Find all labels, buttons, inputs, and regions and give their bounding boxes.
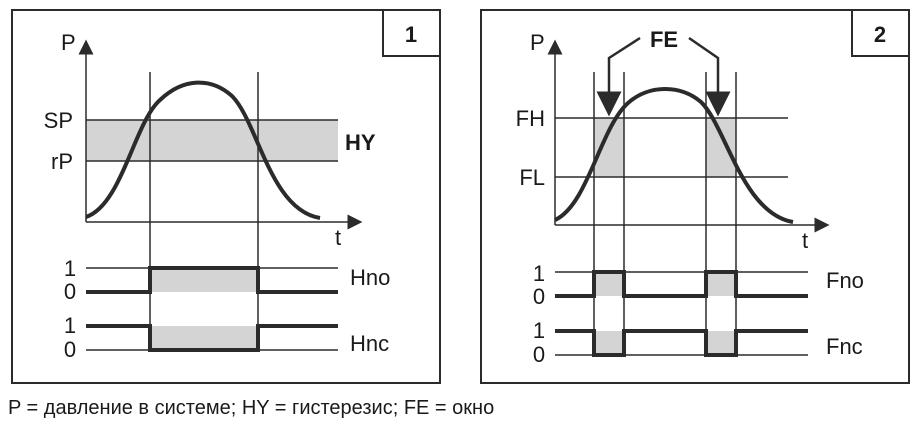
hno-fill [150,268,258,292]
pressure-curve-2 [554,87,794,224]
hno-high-level: 1 [64,256,76,281]
x-axis-label-2: t [802,228,808,253]
hnc-high-level: 1 [64,313,76,338]
hnc-low-level: 0 [64,337,76,362]
fl-label: FL [519,165,545,190]
fnc-fill-1 [594,331,624,355]
fnc-signal [555,329,808,357]
panel-1-number: 1 [405,22,417,47]
fno-fill-1 [594,272,624,296]
hno-low-level: 0 [64,279,76,304]
fno-high-level: 1 [533,261,545,286]
pressure-curve [85,80,321,220]
sp-label: SP [44,108,73,133]
caption: P = давление в системе; HY = гистерезис;… [8,397,495,419]
hnc-signal [86,324,338,352]
hnc-fill [150,326,258,350]
panel-1-number-box [382,9,441,57]
fno-fill-2 [706,272,736,296]
y-axis-label: P [61,30,76,55]
fnc-label: Fnc [826,334,863,359]
y-axis-label-2: P [530,30,545,55]
fnc-fill-2 [706,331,736,355]
rp-label: rP [51,149,73,174]
panel-2: 2 FE P t FH FL 1 0 Fno [480,9,910,384]
hy-label: HY [345,130,376,155]
hy-band [86,120,338,161]
fno-signal [555,270,808,298]
panel-1: 1 P t SP rP HY 1 0 Hno 1 0 Hnc [11,9,441,384]
fnc-high-level: 1 [533,318,545,343]
fno-low-level: 0 [533,284,545,309]
panel-1-frame [11,9,441,384]
panel-2-number-box [851,9,910,57]
fh-label: FH [516,106,545,131]
x-axis-label: t [335,225,341,250]
fe-arrow-left [596,36,641,117]
fe-label: FE [650,27,678,52]
hnc-label: Hnc [350,331,389,356]
hno-signal [86,266,338,294]
fnc-low-level: 0 [533,342,545,367]
fe-arrow-right [688,36,731,117]
hno-label: Hno [350,265,390,290]
panel-2-number: 2 [874,22,886,47]
fe-band-right [706,118,736,177]
panel-2-frame [480,9,910,384]
fno-label: Fno [826,268,864,293]
